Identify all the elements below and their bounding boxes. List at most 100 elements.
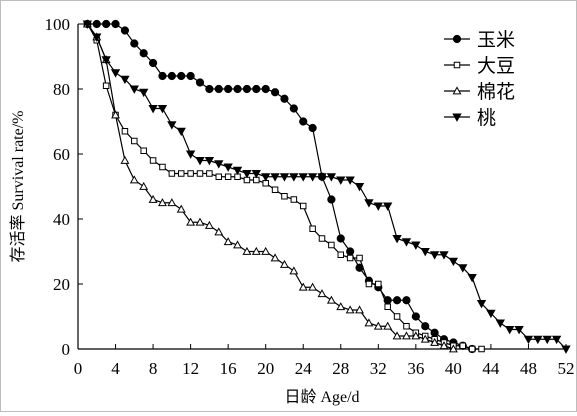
series-0-data-point <box>120 26 130 35</box>
series-0-data-point <box>402 296 411 305</box>
legend-entry: 桃 <box>444 107 496 129</box>
series-3-data-point <box>326 173 337 182</box>
x-tick-label: 32 <box>370 359 387 378</box>
series-3 <box>82 20 571 354</box>
series-line-2 <box>86 23 454 350</box>
legend-label: 玉米 <box>477 29 515 51</box>
series-2-data-point <box>355 305 364 314</box>
series-1-data-point <box>375 280 382 288</box>
y-tick-label: 40 <box>53 210 70 229</box>
legend-label: 桃 <box>477 107 496 129</box>
y-axis-title: 存活率 Survival rate/% <box>9 111 27 263</box>
series-0-data-point <box>139 49 148 58</box>
series-1-data-point <box>281 193 288 200</box>
series-1-data-point <box>403 323 410 330</box>
series-2-data-point <box>345 305 355 314</box>
legend-1-data-point <box>453 61 461 69</box>
x-tick-label: 28 <box>332 359 349 378</box>
series-0-data-point <box>233 84 242 94</box>
series-0-data-point <box>327 195 336 204</box>
series-3-data-point <box>364 199 374 208</box>
series-0-data-point <box>214 84 223 94</box>
series-0-data-point <box>242 84 252 94</box>
x-tick-label: 12 <box>182 359 199 378</box>
series-3-data-point <box>439 251 449 260</box>
series-3-data-point <box>523 335 534 345</box>
series-2-data-point <box>420 334 430 343</box>
series-0-data-point <box>421 322 430 331</box>
series-0-data-point <box>130 39 139 48</box>
legend-0-data-point <box>452 34 462 44</box>
series-2-data-point <box>223 237 233 246</box>
series-3-data-point <box>157 104 168 114</box>
series-3-data-point <box>101 56 111 65</box>
series-2-data-point <box>439 341 449 350</box>
series-3-data-point <box>204 156 215 166</box>
series-1-data-point <box>168 170 176 177</box>
series-2-data-point <box>111 110 120 119</box>
series-1-data-point <box>346 254 354 262</box>
series-0-data-point <box>289 104 298 113</box>
series-1-data-point <box>290 196 298 203</box>
x-axis-title: 日龄 Age/d <box>284 388 359 406</box>
series-2-data-point <box>298 282 308 291</box>
series-1-data-point <box>224 173 232 180</box>
series-3-data-point <box>561 345 571 354</box>
x-tick-label: 36 <box>407 359 424 378</box>
series-1-data-point <box>468 345 476 353</box>
series-3-data-point <box>270 173 280 182</box>
series-1-data-point <box>196 170 204 177</box>
legend-entry: 棉花 <box>444 81 515 103</box>
series-2-data-point <box>448 344 458 353</box>
series-2-data-point <box>195 217 205 226</box>
series-3-data-point <box>345 176 355 185</box>
series-2-data-point <box>233 240 242 249</box>
y-tick-label: 100 <box>45 15 71 34</box>
series-3-data-point <box>139 88 149 98</box>
series-2-data-point <box>383 321 393 330</box>
series-0-data-point <box>308 123 317 133</box>
series-2-data-point <box>176 204 186 213</box>
series-1-data-point <box>328 241 335 249</box>
series-2-data-point <box>289 266 299 275</box>
series-2-data-point <box>129 175 139 184</box>
series-1-data-point <box>299 202 307 210</box>
x-tick-label: 16 <box>220 359 237 378</box>
series-3-data-point <box>411 241 421 250</box>
series-2-data-point <box>139 181 149 190</box>
series-0-data-point <box>280 94 289 103</box>
legend-entry: 大豆 <box>444 55 515 77</box>
series-2-data-point <box>251 246 261 255</box>
series-2-data-point <box>204 220 214 229</box>
series-0-data-point <box>346 247 355 256</box>
series-0-data-point <box>186 71 195 81</box>
series-0-data-point <box>252 84 261 94</box>
series-3-data-point <box>458 264 468 273</box>
series-3-data-point <box>185 150 196 159</box>
series-2-data-point <box>392 331 402 340</box>
series-1-data-point <box>309 225 316 232</box>
series-3-data-point <box>476 299 487 309</box>
series-3-data-point <box>279 173 290 182</box>
series-3-data-point <box>120 75 130 85</box>
series-1-data-point <box>206 170 213 177</box>
series-0-data-point <box>336 234 345 243</box>
series-3-data-point <box>533 335 543 345</box>
series-2-data-point <box>317 289 327 298</box>
series-3-data-point <box>401 238 412 247</box>
series-3-data-point <box>448 257 459 267</box>
series-2-data-point <box>242 246 252 255</box>
x-tick-label: 48 <box>520 359 537 378</box>
series-3-data-point <box>495 319 505 328</box>
series-3-data-point <box>129 85 139 94</box>
series-2-data-point <box>280 259 289 268</box>
x-tick-label: 4 <box>111 359 120 378</box>
series-1-data-point <box>337 251 345 258</box>
series-3-data-point <box>82 20 93 29</box>
y-tick-label: 20 <box>53 275 70 294</box>
series-0-data-point <box>167 71 176 81</box>
series-3-data-point <box>167 121 177 130</box>
